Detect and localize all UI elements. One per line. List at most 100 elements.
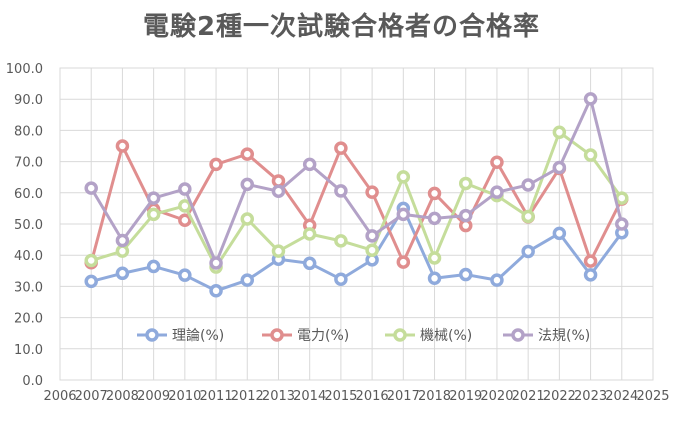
data-point xyxy=(302,256,317,271)
x-tick-label: 2016 xyxy=(356,389,389,404)
x-tick-label: 2007 xyxy=(75,389,108,404)
legend-label: 理論(%) xyxy=(172,328,224,344)
data-point xyxy=(115,233,130,248)
data-point xyxy=(240,177,255,192)
x-tick-label: 2013 xyxy=(262,389,295,404)
legend-marker xyxy=(393,328,407,342)
series-2 xyxy=(84,139,629,270)
x-tick-label: 2015 xyxy=(324,389,357,404)
chart-title: 電験2種一次試験合格者の合格率 xyxy=(142,12,541,42)
x-tick-label: 2018 xyxy=(418,389,451,404)
x-tick-label: 2012 xyxy=(231,389,264,404)
data-point xyxy=(396,255,411,269)
legend-label: 機械(%) xyxy=(420,328,472,344)
x-tick-label: 2009 xyxy=(137,389,170,404)
x-tick-label: 2017 xyxy=(387,389,420,404)
legend-marker xyxy=(270,328,284,342)
data-point xyxy=(583,92,598,106)
legend-marker xyxy=(145,328,159,342)
data-point xyxy=(240,273,255,287)
data-point xyxy=(334,141,348,155)
data-point xyxy=(427,271,442,286)
x-tick-label: 2021 xyxy=(512,389,545,404)
y-tick-label: 60.0 xyxy=(14,187,43,202)
data-point xyxy=(490,185,504,199)
data-point xyxy=(302,227,317,241)
data-point xyxy=(240,147,255,161)
legend-item: 法規(%) xyxy=(503,328,590,344)
data-point xyxy=(302,157,317,172)
data-point xyxy=(552,125,567,140)
x-tick-label: 2019 xyxy=(449,389,482,404)
y-tick-label: 40.0 xyxy=(14,249,43,264)
data-point xyxy=(458,176,473,191)
y-tick-label: 30.0 xyxy=(14,280,43,295)
data-point xyxy=(583,148,598,162)
x-tick-label: 2022 xyxy=(543,389,576,404)
data-point xyxy=(615,191,629,205)
series-line xyxy=(90,130,624,269)
data-point xyxy=(84,274,98,289)
data-point xyxy=(334,234,348,248)
x-tick-label: 2024 xyxy=(605,389,638,404)
y-tick-label: 20.0 xyxy=(14,312,43,327)
data-point xyxy=(84,181,98,195)
data-point xyxy=(209,256,223,270)
data-point xyxy=(209,284,223,298)
x-tick-label: 2008 xyxy=(106,389,139,404)
y-tick-label: 10.0 xyxy=(14,343,43,358)
series-3 xyxy=(84,125,629,274)
x-tick-label: 2006 xyxy=(43,389,76,404)
data-point xyxy=(271,174,286,188)
data-point xyxy=(396,170,411,184)
data-point xyxy=(427,211,442,226)
data-point xyxy=(84,253,98,268)
y-tick-label: 90.0 xyxy=(14,93,43,108)
x-tick-label: 2020 xyxy=(480,389,513,404)
data-point xyxy=(240,212,255,226)
data-point xyxy=(521,178,535,192)
data-point xyxy=(365,229,379,243)
data-point xyxy=(146,259,161,274)
legend-label: 電力(%) xyxy=(297,328,349,344)
series-line xyxy=(90,206,623,293)
data-point xyxy=(490,155,504,169)
data-point xyxy=(271,184,286,198)
data-point xyxy=(178,182,192,196)
data-point xyxy=(552,226,567,241)
data-point xyxy=(521,209,535,224)
data-point xyxy=(115,139,130,153)
data-point xyxy=(365,185,379,199)
data-point xyxy=(178,199,192,213)
data-point xyxy=(271,244,286,258)
data-point xyxy=(178,213,192,228)
data-point xyxy=(396,207,411,222)
data-point xyxy=(583,254,598,268)
legend-label: 法規(%) xyxy=(538,328,590,344)
data-point xyxy=(427,251,442,265)
data-point xyxy=(615,217,629,231)
data-point xyxy=(427,186,442,201)
x-tick-label: 2014 xyxy=(293,389,326,404)
legend-item: 機械(%) xyxy=(385,328,472,344)
data-point xyxy=(115,244,130,258)
data-point xyxy=(552,160,567,175)
legend-item: 理論(%) xyxy=(137,328,224,344)
data-point xyxy=(334,272,348,286)
data-point xyxy=(365,243,379,257)
series-1 xyxy=(84,201,629,298)
data-point xyxy=(209,157,223,172)
x-tick-label: 2023 xyxy=(574,389,607,404)
data-point xyxy=(334,184,348,198)
series-4 xyxy=(84,92,629,270)
data-point xyxy=(178,268,192,282)
data-point xyxy=(583,268,598,282)
x-tick-label: 2010 xyxy=(168,389,201,404)
data-point xyxy=(458,208,473,223)
y-tick-label: 70.0 xyxy=(14,156,43,171)
data-point xyxy=(115,266,130,281)
y-tick-label: 100.0 xyxy=(6,62,43,77)
x-tick-label: 2011 xyxy=(200,389,233,404)
